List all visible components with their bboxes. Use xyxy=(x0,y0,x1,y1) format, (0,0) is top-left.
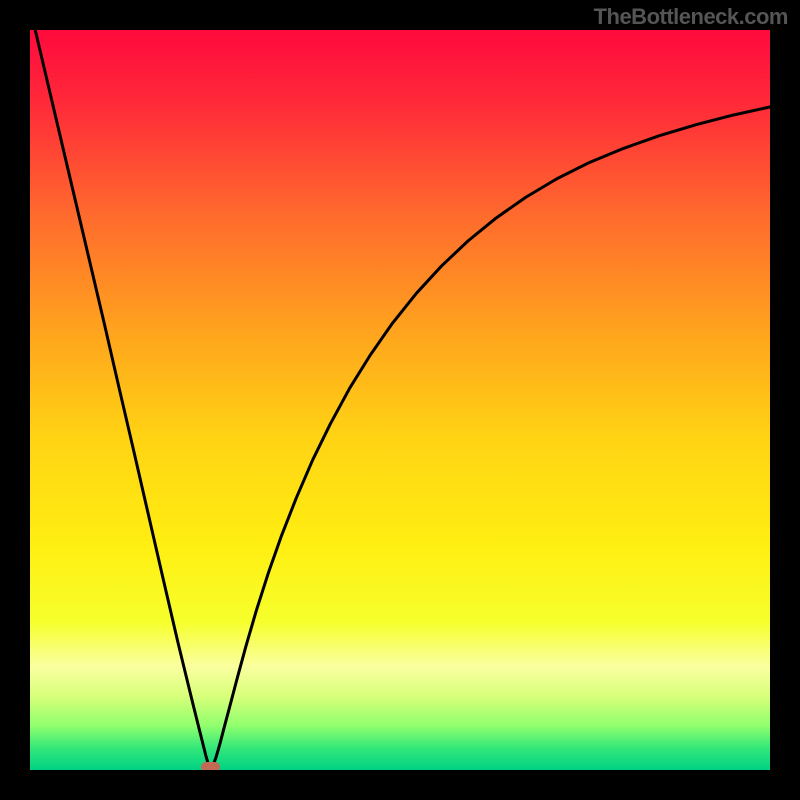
curve-layer xyxy=(30,30,770,770)
optimum-marker xyxy=(201,762,220,770)
outer-frame: TheBottleneck.com xyxy=(0,0,800,800)
bottleneck-curve xyxy=(30,30,770,768)
plot-area xyxy=(30,30,770,770)
watermark-text: TheBottleneck.com xyxy=(594,4,788,30)
